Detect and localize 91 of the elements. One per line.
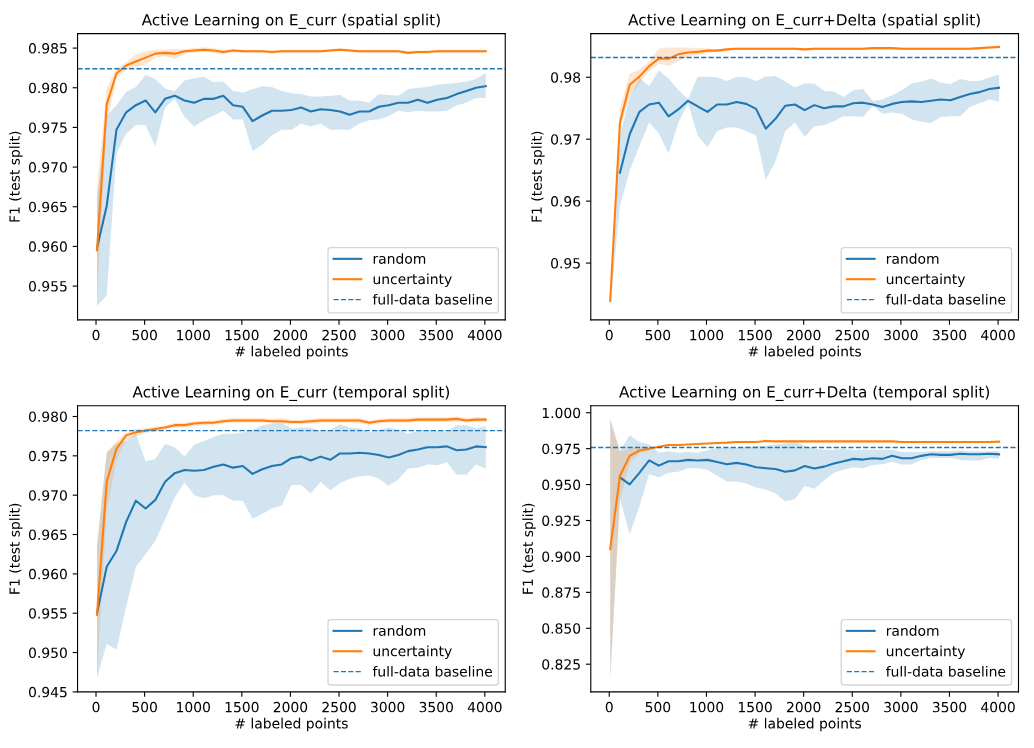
y-tick-label: 0.955 <box>28 608 67 619</box>
x-tick-label: 3500 <box>932 329 967 341</box>
x-tick-label: 1000 <box>690 701 724 713</box>
legend-label: uncertainty <box>886 645 966 660</box>
x-tick-label: 1000 <box>177 701 210 713</box>
x-tick-label: 2000 <box>787 701 821 713</box>
x-tick-label: 3500 <box>419 701 453 713</box>
y-tick-label: 0.950 <box>542 479 581 491</box>
x-tick-label: 1500 <box>738 701 772 713</box>
x-tick-label: 2500 <box>835 329 870 341</box>
x-tick-label: 4000 <box>467 329 502 341</box>
legend-label: full-data baseline <box>886 665 1006 677</box>
x-tick-label: 0 <box>605 329 613 341</box>
x-tick-label: 500 <box>645 701 671 713</box>
y-tick-label: 0.970 <box>28 490 67 501</box>
y-tick-label: 0.945 <box>28 686 67 698</box>
legend-label: random <box>886 253 939 264</box>
line-series <box>618 452 1001 486</box>
y-axis-title: F1 (test split) <box>9 503 23 594</box>
x-tick-label: 2500 <box>322 701 356 713</box>
chart-title: Active Learning on E_curr+Delta (temporal split) <box>619 385 990 401</box>
y-axis-title: F1 (test split) <box>531 131 545 222</box>
x-tick-label: 2000 <box>273 701 308 713</box>
x-tick-label: 3000 <box>371 329 405 341</box>
line-series <box>95 48 487 252</box>
legend-label: random <box>886 625 939 636</box>
y-tick-label: 0.825 <box>542 659 580 670</box>
y-tick-label: 0.97 <box>551 134 580 145</box>
line-series <box>618 86 1001 174</box>
y-tick-label: 0.960 <box>28 568 67 580</box>
x-tick-label: 3500 <box>932 701 967 713</box>
x-axis-title: # labeled points <box>235 717 348 732</box>
y-tick-label: 0.96 <box>551 196 581 207</box>
chart-title: Active Learning on E_curr+Delta (spatial split) <box>628 13 980 29</box>
y-tick-label: 0.850 <box>542 623 581 634</box>
legend-label: random <box>373 253 426 264</box>
x-tick-label: 0 <box>92 701 100 713</box>
y-tick-label: 0.970 <box>28 162 67 173</box>
y-tick-label: 1.000 <box>542 407 581 419</box>
x-tick-label: 4000 <box>467 701 502 713</box>
x-tick-label: 3500 <box>419 329 453 341</box>
legend-label: uncertainty <box>373 645 452 660</box>
x-tick-label: 0 <box>605 701 613 713</box>
line-series <box>609 440 1001 551</box>
y-axis-title: F1 (test split) <box>522 503 536 594</box>
x-tick-label: 1500 <box>225 329 259 341</box>
y-tick-label: 0.955 <box>28 281 67 292</box>
x-tick-label: 2500 <box>835 701 870 713</box>
x-tick-label: 2000 <box>787 329 821 341</box>
x-tick-label: 500 <box>132 701 157 713</box>
legend-label: full-data baseline <box>886 293 1006 305</box>
x-tick-label: 3000 <box>884 701 918 713</box>
y-tick-label: 0.975 <box>28 450 67 462</box>
chart-title: Active Learning on E_curr (temporal split) <box>132 385 449 401</box>
x-tick-label: 1000 <box>690 329 724 341</box>
y-tick-label: 0.98 <box>551 72 581 83</box>
x-tick-label: 500 <box>132 329 157 341</box>
y-axis-title: F1 (test split) <box>9 131 23 222</box>
y-tick-label: 0.965 <box>28 529 67 540</box>
y-tick-label: 0.875 <box>542 587 580 598</box>
legend-label: full-data baseline <box>372 665 493 677</box>
legend-label: uncertainty <box>886 273 966 287</box>
x-tick-label: 2500 <box>322 329 356 341</box>
x-tick-label: 1000 <box>177 329 210 341</box>
y-tick-label: 0.950 <box>28 647 67 659</box>
chart-title: Active Learning on E_curr (spatial split) <box>141 13 440 29</box>
x-tick-label: 4000 <box>981 329 1015 341</box>
legend-label: uncertainty <box>373 273 452 287</box>
x-tick-label: 0 <box>92 329 100 341</box>
y-tick-label: 0.95 <box>551 258 580 269</box>
y-tick-label: 0.925 <box>542 515 580 526</box>
y-tick-label: 0.965 <box>28 201 67 213</box>
x-tick-label: 500 <box>645 329 671 341</box>
x-tick-label: 1500 <box>225 701 259 713</box>
y-tick-label: 0.980 <box>28 82 67 94</box>
x-tick-label: 1500 <box>738 329 772 341</box>
y-tick-label: 0.900 <box>542 551 581 562</box>
x-tick-label: 3000 <box>371 701 405 713</box>
y-tick-label: 0.975 <box>28 122 67 133</box>
x-axis-title: # labeled points <box>235 345 348 360</box>
y-tick-label: 0.985 <box>28 43 67 54</box>
legend-label: random <box>373 625 426 636</box>
x-axis-title: # labeled points <box>748 345 861 360</box>
y-tick-label: 0.980 <box>28 411 67 422</box>
y-tick-label: 0.960 <box>28 241 67 252</box>
x-tick-label: 2000 <box>273 329 308 341</box>
x-tick-label: 4000 <box>981 701 1015 713</box>
x-tick-label: 3000 <box>884 329 918 341</box>
legend-label: full-data baseline <box>372 293 493 305</box>
x-axis-title: # labeled points <box>748 717 861 732</box>
y-tick-label: 0.975 <box>542 443 580 455</box>
